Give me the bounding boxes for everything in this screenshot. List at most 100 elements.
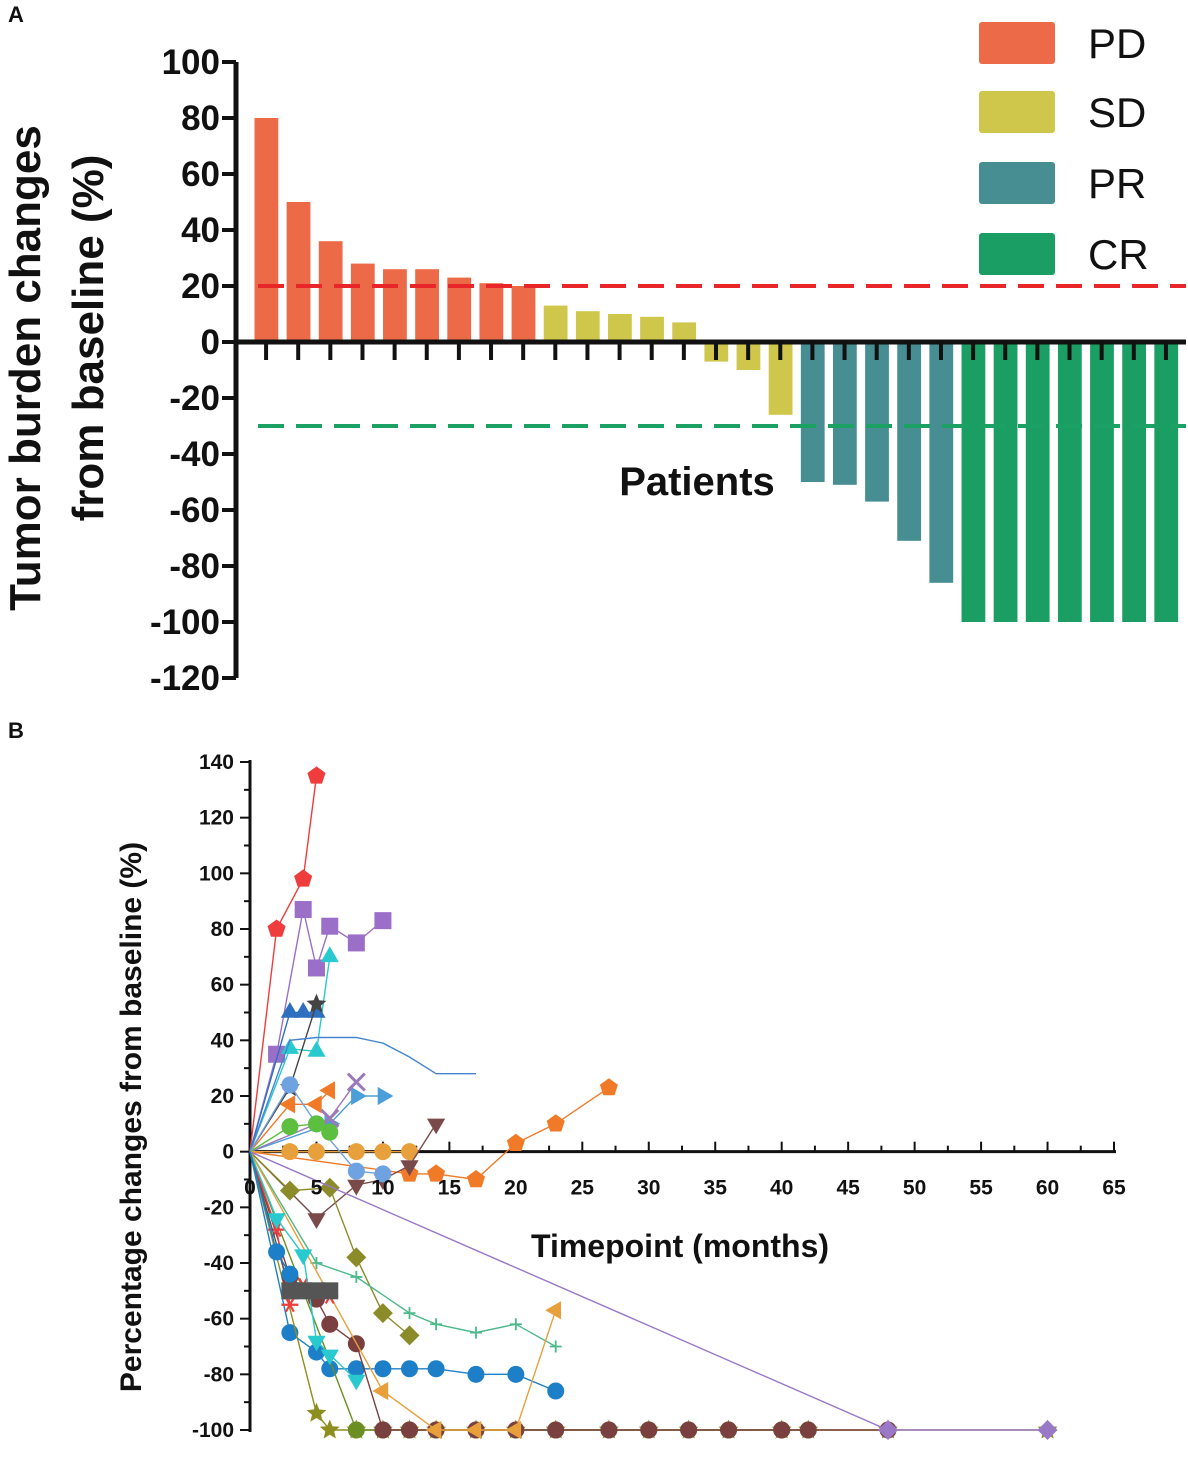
data-point-s15-1 — [279, 1180, 300, 1201]
legend-label-sd: SD — [1088, 89, 1146, 136]
data-point-s15-4 — [372, 1303, 393, 1324]
data-point-s22-3 — [465, 1420, 482, 1440]
y-tick-label--100: -100 — [192, 1419, 234, 1442]
data-point-s10-2 — [346, 1072, 366, 1092]
bar-3 — [318, 241, 343, 342]
axes — [222, 60, 1186, 680]
series-s24 — [249, 1151, 366, 1391]
data-point-s8-2 — [306, 1095, 322, 1114]
y-tick-label-40: 40 — [181, 211, 220, 250]
series-group — [249, 766, 1058, 1440]
data-point-s14-2 — [307, 1115, 325, 1133]
data-point-s4-2 — [294, 1002, 313, 1018]
panel-b-line-chart: 140 120 100 80 60 40 20 0 -20 -40 -60 -80 -100 0 5 10 15… — [115, 751, 1126, 1442]
legend-swatch-pd — [979, 22, 1055, 64]
data-point-s22-2 — [425, 1420, 442, 1440]
data-point-s8-3 — [319, 1081, 335, 1100]
data-point-s14-3 — [321, 1123, 339, 1141]
legend-label-pr: PR — [1088, 160, 1146, 207]
data-point-s20-6 — [401, 1421, 419, 1439]
y-tick-label--40: -40 — [169, 435, 220, 474]
x-tick-label-0: 0 — [244, 1177, 256, 1200]
data-point-s2-2 — [294, 901, 312, 919]
data-point-s7-3 — [466, 1170, 485, 1188]
data-point-s13-1 — [281, 1076, 299, 1094]
data-point-s2-3 — [307, 959, 325, 977]
data-point-s4-3 — [307, 1002, 326, 1018]
panel-a-bar-chart: 100 80 60 40 20 0 -20 -40 -60 -80 -100 -120 Tumor b… — [1, 20, 1186, 698]
y-axis-label-line1: Tumor burden changes — [1, 125, 50, 611]
data-point-s13-3 — [347, 1162, 365, 1180]
series-line-s1 — [249, 775, 318, 1152]
y-tick-label-80: 80 — [211, 918, 234, 941]
y-tick-label--20: -20 — [204, 1196, 234, 1219]
series-s3 — [249, 946, 339, 1152]
series-s1 — [249, 766, 326, 1152]
data-point-s12-1 — [307, 1213, 326, 1229]
data-point-s3-3 — [320, 946, 339, 963]
bar-12 — [608, 314, 632, 342]
data-point-s2-1 — [268, 1045, 286, 1063]
y-axis-label: Percentage changes from baseline (%) — [115, 842, 148, 1392]
y-tick-label-60: 60 — [211, 974, 234, 997]
bar-24 — [993, 342, 1018, 622]
y-tick-label-80: 80 — [181, 99, 220, 138]
data-point-s22-4 — [505, 1420, 522, 1440]
bar-17 — [768, 342, 793, 415]
data-point-s4-1 — [280, 1002, 299, 1018]
data-point-s7-4 — [506, 1133, 525, 1151]
data-point-s1-1 — [267, 919, 286, 937]
series-line-s3 — [249, 956, 331, 1152]
y-tick-label-100: 100 — [199, 862, 234, 885]
data-point-s17-6 — [509, 1318, 522, 1331]
x-tick-label-60: 60 — [1036, 1177, 1059, 1200]
data-point-s22-1 — [372, 1381, 389, 1401]
data-point-s20-5 — [374, 1421, 392, 1439]
data-point-s2-5 — [347, 934, 365, 952]
data-point-s17-2 — [350, 1270, 363, 1283]
series-s17 — [249, 1151, 562, 1353]
data-point-s15-5 — [399, 1325, 420, 1346]
data-point-s5-2 — [306, 993, 327, 1013]
series-line-s6 — [249, 1036, 476, 1152]
data-point-s25-2 — [294, 1282, 312, 1300]
series-s16 — [249, 1151, 565, 1400]
bar-8 — [479, 283, 504, 342]
data-point-s7-5 — [546, 1114, 565, 1132]
bar-14 — [672, 322, 697, 342]
data-point-s11-2 — [307, 1143, 325, 1161]
data-point-s17-3 — [403, 1307, 416, 1320]
data-point-s23-2 — [281, 1297, 299, 1313]
bar-7 — [447, 277, 472, 342]
data-point-s15-2 — [319, 1177, 340, 1198]
y-tick-label--60: -60 — [204, 1308, 234, 1331]
data-point-s26-1 — [268, 1243, 286, 1261]
data-point-s1-3 — [307, 766, 326, 784]
legend-swatch-cr — [979, 233, 1055, 275]
data-point-s15-3 — [346, 1247, 367, 1268]
y-tick-label--60: -60 — [169, 491, 220, 530]
bar-26 — [1057, 342, 1082, 622]
threshold-lines — [258, 284, 1186, 428]
x-tick-label-20: 20 — [504, 1177, 527, 1200]
data-point-s3-2 — [307, 1041, 326, 1057]
series-s21 — [249, 1151, 1058, 1440]
series-s26 — [249, 1151, 299, 1283]
y-axis-label-line2: from baseline (%) — [64, 155, 113, 522]
series-s9 — [249, 1086, 394, 1153]
x-tick-label-5: 5 — [311, 1177, 323, 1200]
bar-25 — [1025, 342, 1050, 622]
panel-a-label: A — [8, 2, 24, 27]
bar-22 — [929, 342, 954, 583]
x-tick-label-40: 40 — [770, 1177, 793, 1200]
x-axis-label: Timepoint (months) — [531, 1228, 829, 1264]
legend-swatch-pr — [979, 162, 1055, 204]
data-point-s19-1 — [347, 1421, 365, 1439]
data-point-s12-2 — [347, 1179, 366, 1196]
y-tick-label--100: -100 — [150, 603, 220, 642]
series-s10 — [249, 1072, 366, 1153]
data-point-s16-2 — [307, 1343, 325, 1361]
series-s14 — [249, 1115, 339, 1153]
bar-9 — [511, 286, 536, 342]
